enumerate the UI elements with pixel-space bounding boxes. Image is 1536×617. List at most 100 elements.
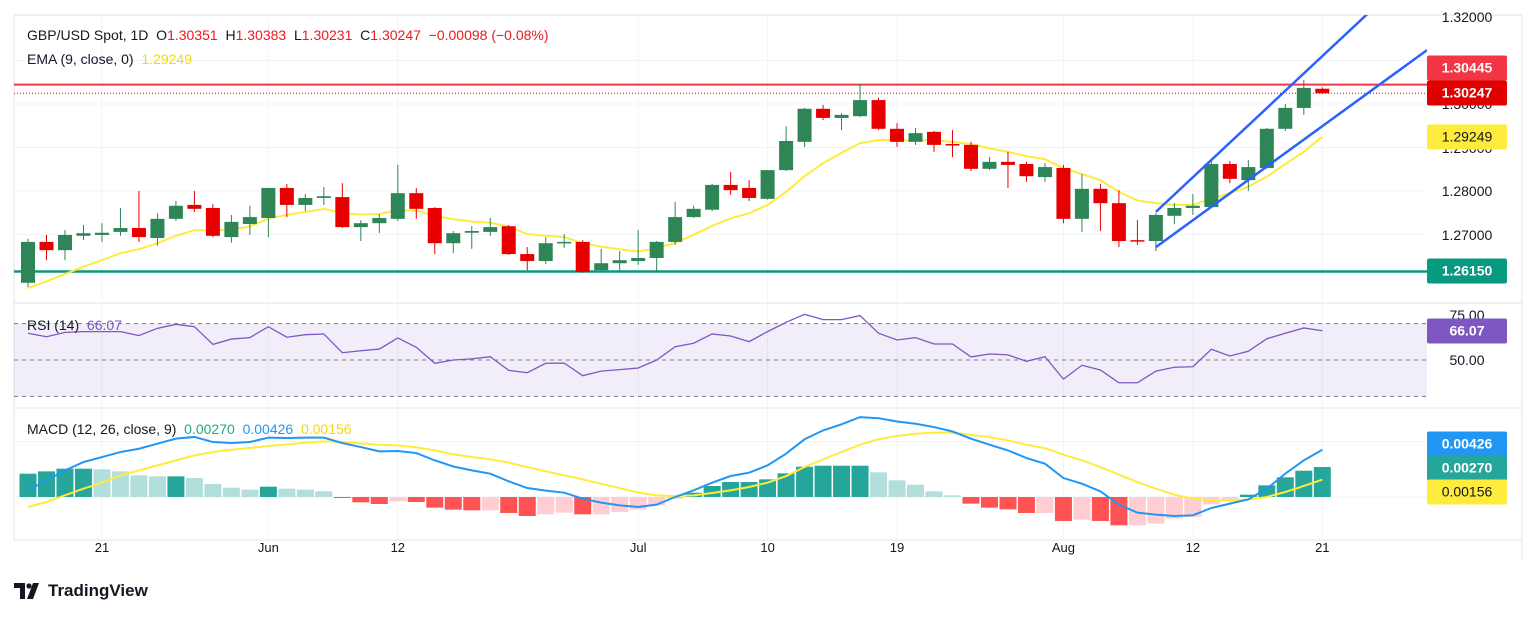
candle-body (57, 234, 72, 251)
low-value: 1.30231 (301, 27, 353, 43)
candle-body (686, 208, 701, 218)
candle (520, 247, 535, 271)
candle-body (1315, 88, 1330, 94)
candle-body (927, 131, 942, 145)
candle (353, 220, 368, 242)
price-axis-label: 1.32000 (1441, 9, 1493, 25)
candle-body (335, 197, 350, 228)
candle-body (1296, 87, 1311, 108)
macd-histogram-bar (851, 465, 869, 497)
candle (242, 205, 257, 235)
candle (1037, 163, 1052, 182)
candle (205, 204, 220, 238)
macd-label[interactable]: MACD (12, 26, close, 9) (27, 421, 177, 437)
candle-body (1204, 164, 1219, 208)
candle (261, 187, 276, 238)
candle (631, 230, 646, 265)
candle-body (1222, 164, 1237, 179)
macd-histogram-bar (648, 497, 666, 506)
ema-value: 1.29249 (141, 51, 192, 67)
candle (594, 248, 609, 273)
low-label: L (293, 27, 302, 43)
candle-body (168, 205, 183, 219)
candle-body (1037, 167, 1052, 178)
candle (575, 240, 590, 273)
candle-body (205, 207, 220, 236)
rsi-legend: RSI (14) 66.07 (27, 317, 122, 333)
candle (1000, 151, 1015, 188)
candle (21, 238, 35, 288)
macd-histogram-bar (1054, 497, 1072, 521)
macd-histogram-bar (222, 487, 240, 497)
macd-histogram-bar (1110, 497, 1128, 526)
macd-histogram-bar (259, 486, 277, 497)
candle-body (409, 193, 424, 209)
symbol-title[interactable]: GBP/USD Spot, 1D (27, 27, 149, 43)
macd-histogram-bar (1276, 477, 1294, 497)
candle (1111, 190, 1126, 248)
high-label: H (225, 27, 236, 43)
candle-body (279, 187, 294, 205)
macd-histogram-bar (167, 476, 185, 497)
macd-histogram-bar (740, 482, 758, 497)
rsi-line (27, 313, 1323, 384)
macd-histogram-bar (370, 497, 388, 504)
candle (224, 214, 239, 243)
candle-body (1241, 167, 1256, 181)
candle-body (705, 184, 720, 210)
candle-body (631, 257, 646, 262)
macd-histogram-bar (1091, 497, 1109, 521)
candle-body (1185, 205, 1200, 208)
rsi-label[interactable]: RSI (14) (27, 317, 80, 333)
tradingview-brand: TradingView (48, 581, 148, 600)
candle-body (150, 218, 165, 238)
candle-body (39, 241, 54, 251)
candle-body (76, 233, 91, 236)
candle-body (1093, 188, 1108, 204)
candle-body (742, 187, 757, 198)
candle (890, 123, 905, 148)
macd-histogram-bar (1258, 485, 1276, 497)
macd-histogram-bar (204, 484, 222, 497)
macd-histogram-bar (444, 497, 462, 510)
ema-label[interactable]: EMA (9, close, 0) (27, 51, 134, 67)
candle (1148, 213, 1163, 252)
macd-histogram-bar (130, 475, 148, 497)
candle-body (1259, 128, 1274, 168)
resistance-price-badge: 1.30445 (1427, 55, 1507, 81)
candle (816, 104, 831, 121)
candle-body (816, 108, 831, 118)
open-value: 1.30351 (167, 27, 218, 43)
macd-histogram-bar (888, 480, 906, 497)
channel-line-upper (1155, 15, 1369, 213)
candle (760, 170, 775, 200)
time-axis-label: Aug (1051, 540, 1076, 555)
macd-histogram-bar (148, 476, 166, 497)
candle-body (1148, 214, 1163, 242)
candle (39, 234, 54, 261)
macd-histogram-bar (1017, 497, 1035, 513)
candle-body (1056, 167, 1071, 219)
macd-histogram-bar (962, 497, 980, 504)
candle (446, 231, 461, 254)
candle-body (1019, 164, 1034, 177)
rsi-value: 66.07 (86, 317, 122, 333)
candle-body (298, 197, 313, 205)
candle (779, 126, 794, 171)
candle (298, 194, 313, 212)
candle (187, 191, 202, 212)
macd-histogram-bar (1165, 497, 1183, 519)
tradingview-logo[interactable]: TradingView (14, 581, 148, 601)
time-axis-label: Jun (257, 540, 279, 555)
macd-histogram-bar (796, 466, 814, 497)
time-axis-label: Jul (629, 540, 647, 555)
time-axis-label: 21 (1315, 540, 1330, 555)
macd-histogram-bar (870, 472, 888, 497)
macd-value-badge: 0.00426 (1427, 431, 1507, 457)
ema-legend: EMA (9, close, 0) 1.29249 (27, 51, 192, 67)
time-axis-label: 21 (94, 540, 110, 555)
macd-legend: MACD (12, 26, close, 9) 0.00270 0.00426 … (27, 421, 352, 437)
candle-body (797, 108, 812, 142)
macd-histogram-bar (185, 478, 203, 497)
